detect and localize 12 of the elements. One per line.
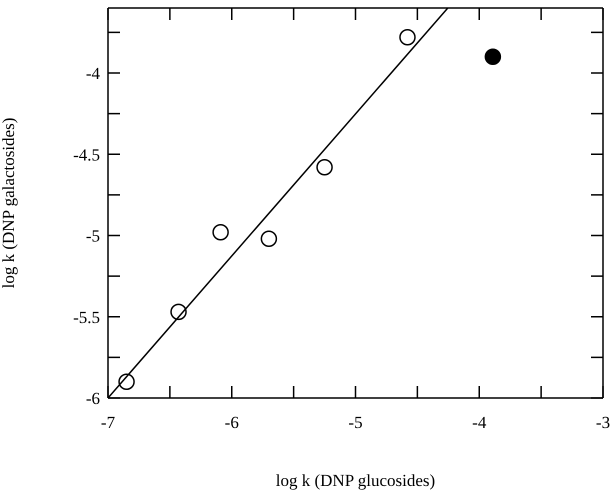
x-axis-title: log k (DNP glucosides) xyxy=(276,471,436,490)
x-tick-label: -6 xyxy=(224,413,239,432)
y-tick-label: -5 xyxy=(86,226,100,246)
y-tick-label: -6 xyxy=(86,389,100,408)
x-tick-label: -4 xyxy=(472,413,487,432)
x-tick-label: -5 xyxy=(348,413,363,432)
y-axis-title: log k (DNP galactosides) xyxy=(0,118,18,288)
x-tick-label: -3 xyxy=(596,413,610,432)
y-tick-label: -4.5 xyxy=(73,145,100,164)
y-tick-label: -5.5 xyxy=(73,308,100,327)
x-tick-label: -7 xyxy=(100,413,116,432)
y-tick-label: -4 xyxy=(86,64,100,83)
